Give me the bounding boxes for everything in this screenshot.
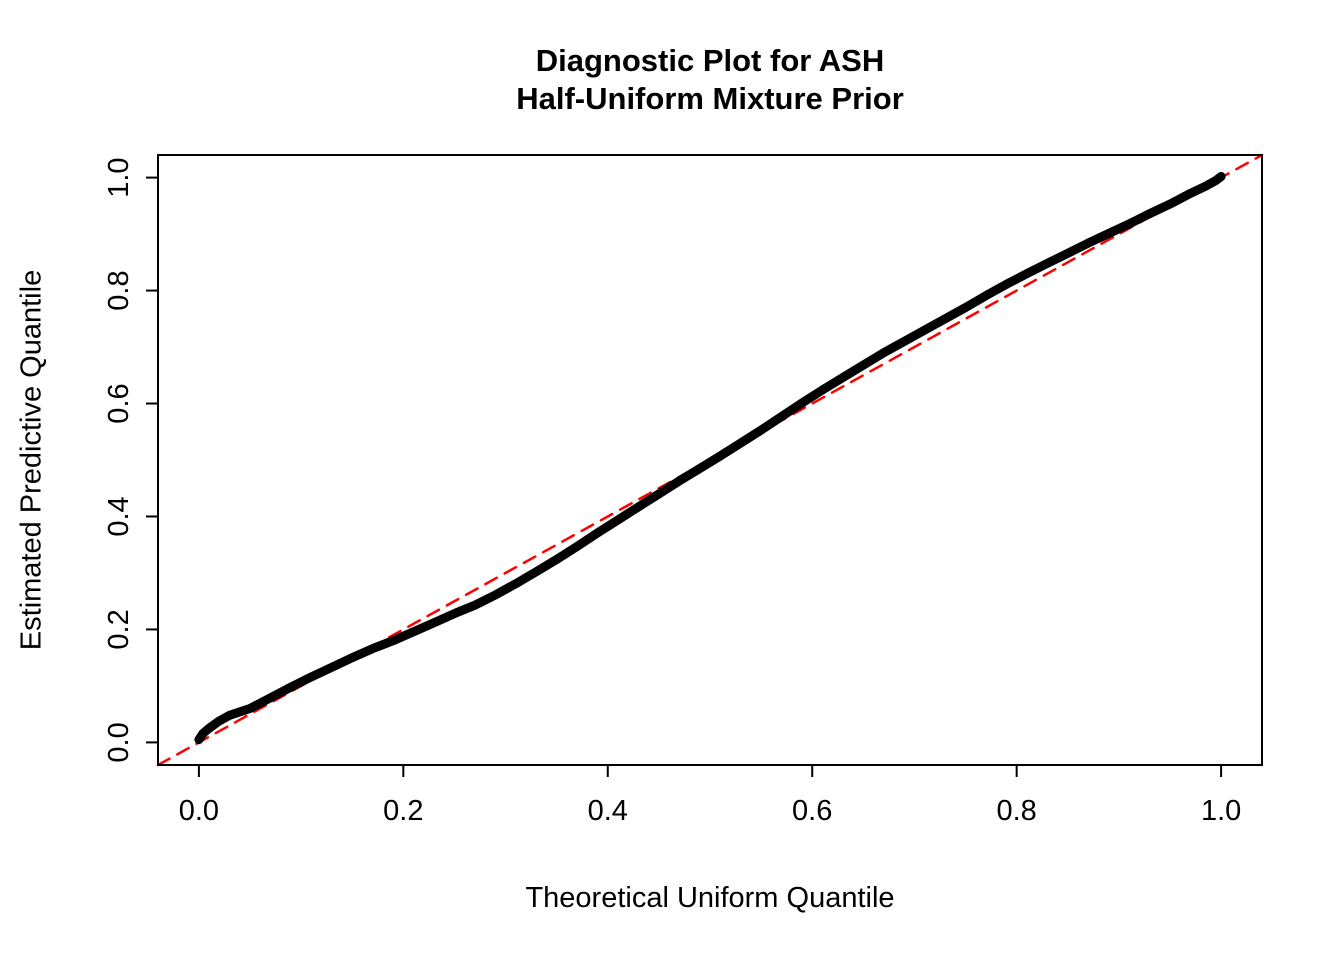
chart-title: Diagnostic Plot for ASH Half-Uniform Mix…: [158, 42, 1262, 118]
x-tick-label: 1.0: [1201, 795, 1241, 827]
plot-box: [157, 154, 1263, 766]
x-tick-label: 0.4: [588, 795, 628, 827]
y-tick-label: 0.6: [103, 383, 135, 423]
x-axis-title: Theoretical Uniform Quantile: [525, 882, 895, 914]
x-tick-label: 0.2: [383, 795, 423, 827]
y-tick-label: 0.8: [103, 270, 135, 310]
chart-title-line1: Diagnostic Plot for ASH: [535, 43, 885, 78]
y-tick-label: 0.4: [103, 496, 135, 536]
x-tick-label: 0.6: [792, 795, 832, 827]
y-tick-label: 0.0: [103, 722, 135, 762]
y-tick-label: 1.0: [103, 157, 135, 197]
chart-title-line2: Half-Uniform Mixture Prior: [516, 81, 904, 116]
y-tick-label: 0.2: [103, 609, 135, 649]
estimated-quantiles-line: [194, 172, 1226, 745]
x-tick-label: 0.0: [179, 795, 219, 827]
y-axis-title: Estimated Predictive Quantile: [15, 269, 48, 651]
x-tick-label: 0.8: [997, 795, 1037, 827]
